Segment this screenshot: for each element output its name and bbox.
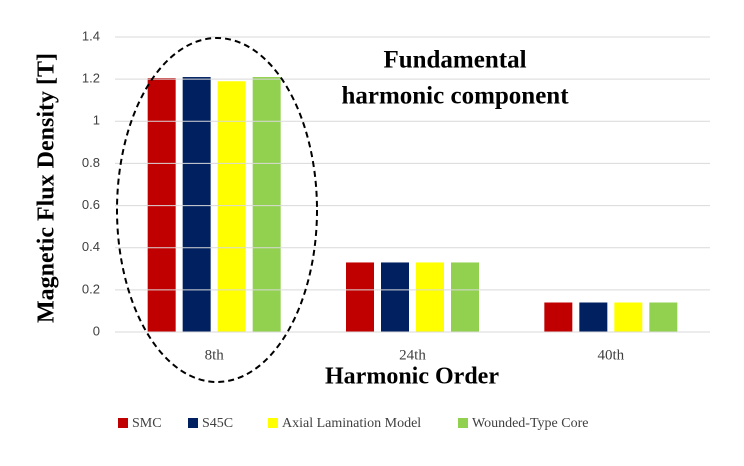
x-tick-label: 8th — [205, 347, 225, 363]
y-tick-label: 0.6 — [82, 197, 100, 212]
legend-label: Wounded-Type Core — [472, 416, 588, 431]
y-axis-title: Magnetic Flux Density [T] — [34, 53, 60, 323]
x-tick-label: 24th — [399, 347, 426, 363]
bar — [381, 262, 409, 332]
bar — [147, 78, 176, 332]
y-tick-label: 0.2 — [82, 281, 100, 296]
legend-swatch — [458, 418, 468, 428]
legend-swatch — [268, 418, 278, 428]
annotation: Fundamental — [383, 47, 526, 74]
y-tick-label: 0 — [93, 323, 100, 338]
legend-swatch — [118, 418, 128, 428]
bar — [579, 302, 608, 332]
legend-label: SMC — [132, 416, 162, 431]
annotation: harmonic component — [341, 83, 569, 110]
x-axis-title: Harmonic Order — [325, 364, 499, 390]
bar — [544, 302, 573, 332]
bar — [346, 262, 374, 332]
y-tick-label: 1.2 — [82, 71, 100, 86]
bar — [451, 262, 479, 332]
legend-swatch — [188, 418, 198, 428]
bar — [252, 77, 281, 333]
bar — [614, 302, 643, 332]
y-tick-label: 1 — [93, 113, 100, 128]
legend-label: S45C — [202, 416, 233, 431]
y-tick-label: 0.4 — [82, 239, 100, 254]
y-tick-label: 0.8 — [82, 155, 100, 170]
bar — [182, 77, 211, 333]
bar — [649, 302, 678, 332]
highlight-ellipse — [116, 37, 318, 383]
legend-label: Axial Lamination Model — [282, 416, 421, 431]
bar — [217, 81, 246, 332]
x-tick-label: 40th — [597, 347, 624, 363]
bar — [416, 262, 444, 332]
y-tick-label: 1.4 — [82, 28, 100, 43]
